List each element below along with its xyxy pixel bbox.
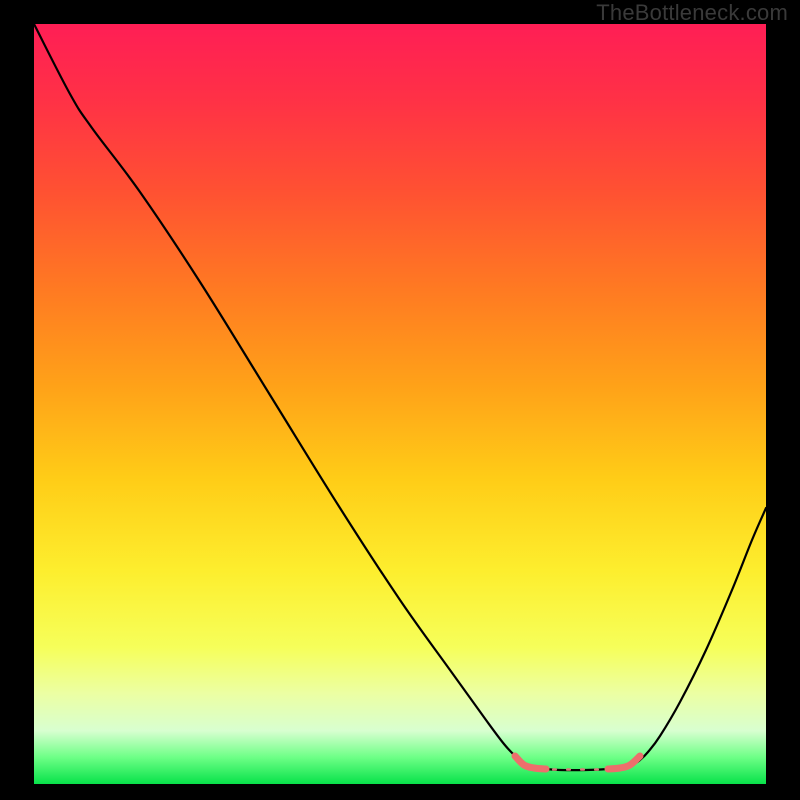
bottleneck-curve-chart: [34, 24, 766, 784]
gradient-background: [34, 24, 766, 784]
watermark-text: TheBottleneck.com: [596, 0, 788, 26]
chart-frame: TheBottleneck.com: [0, 0, 800, 800]
